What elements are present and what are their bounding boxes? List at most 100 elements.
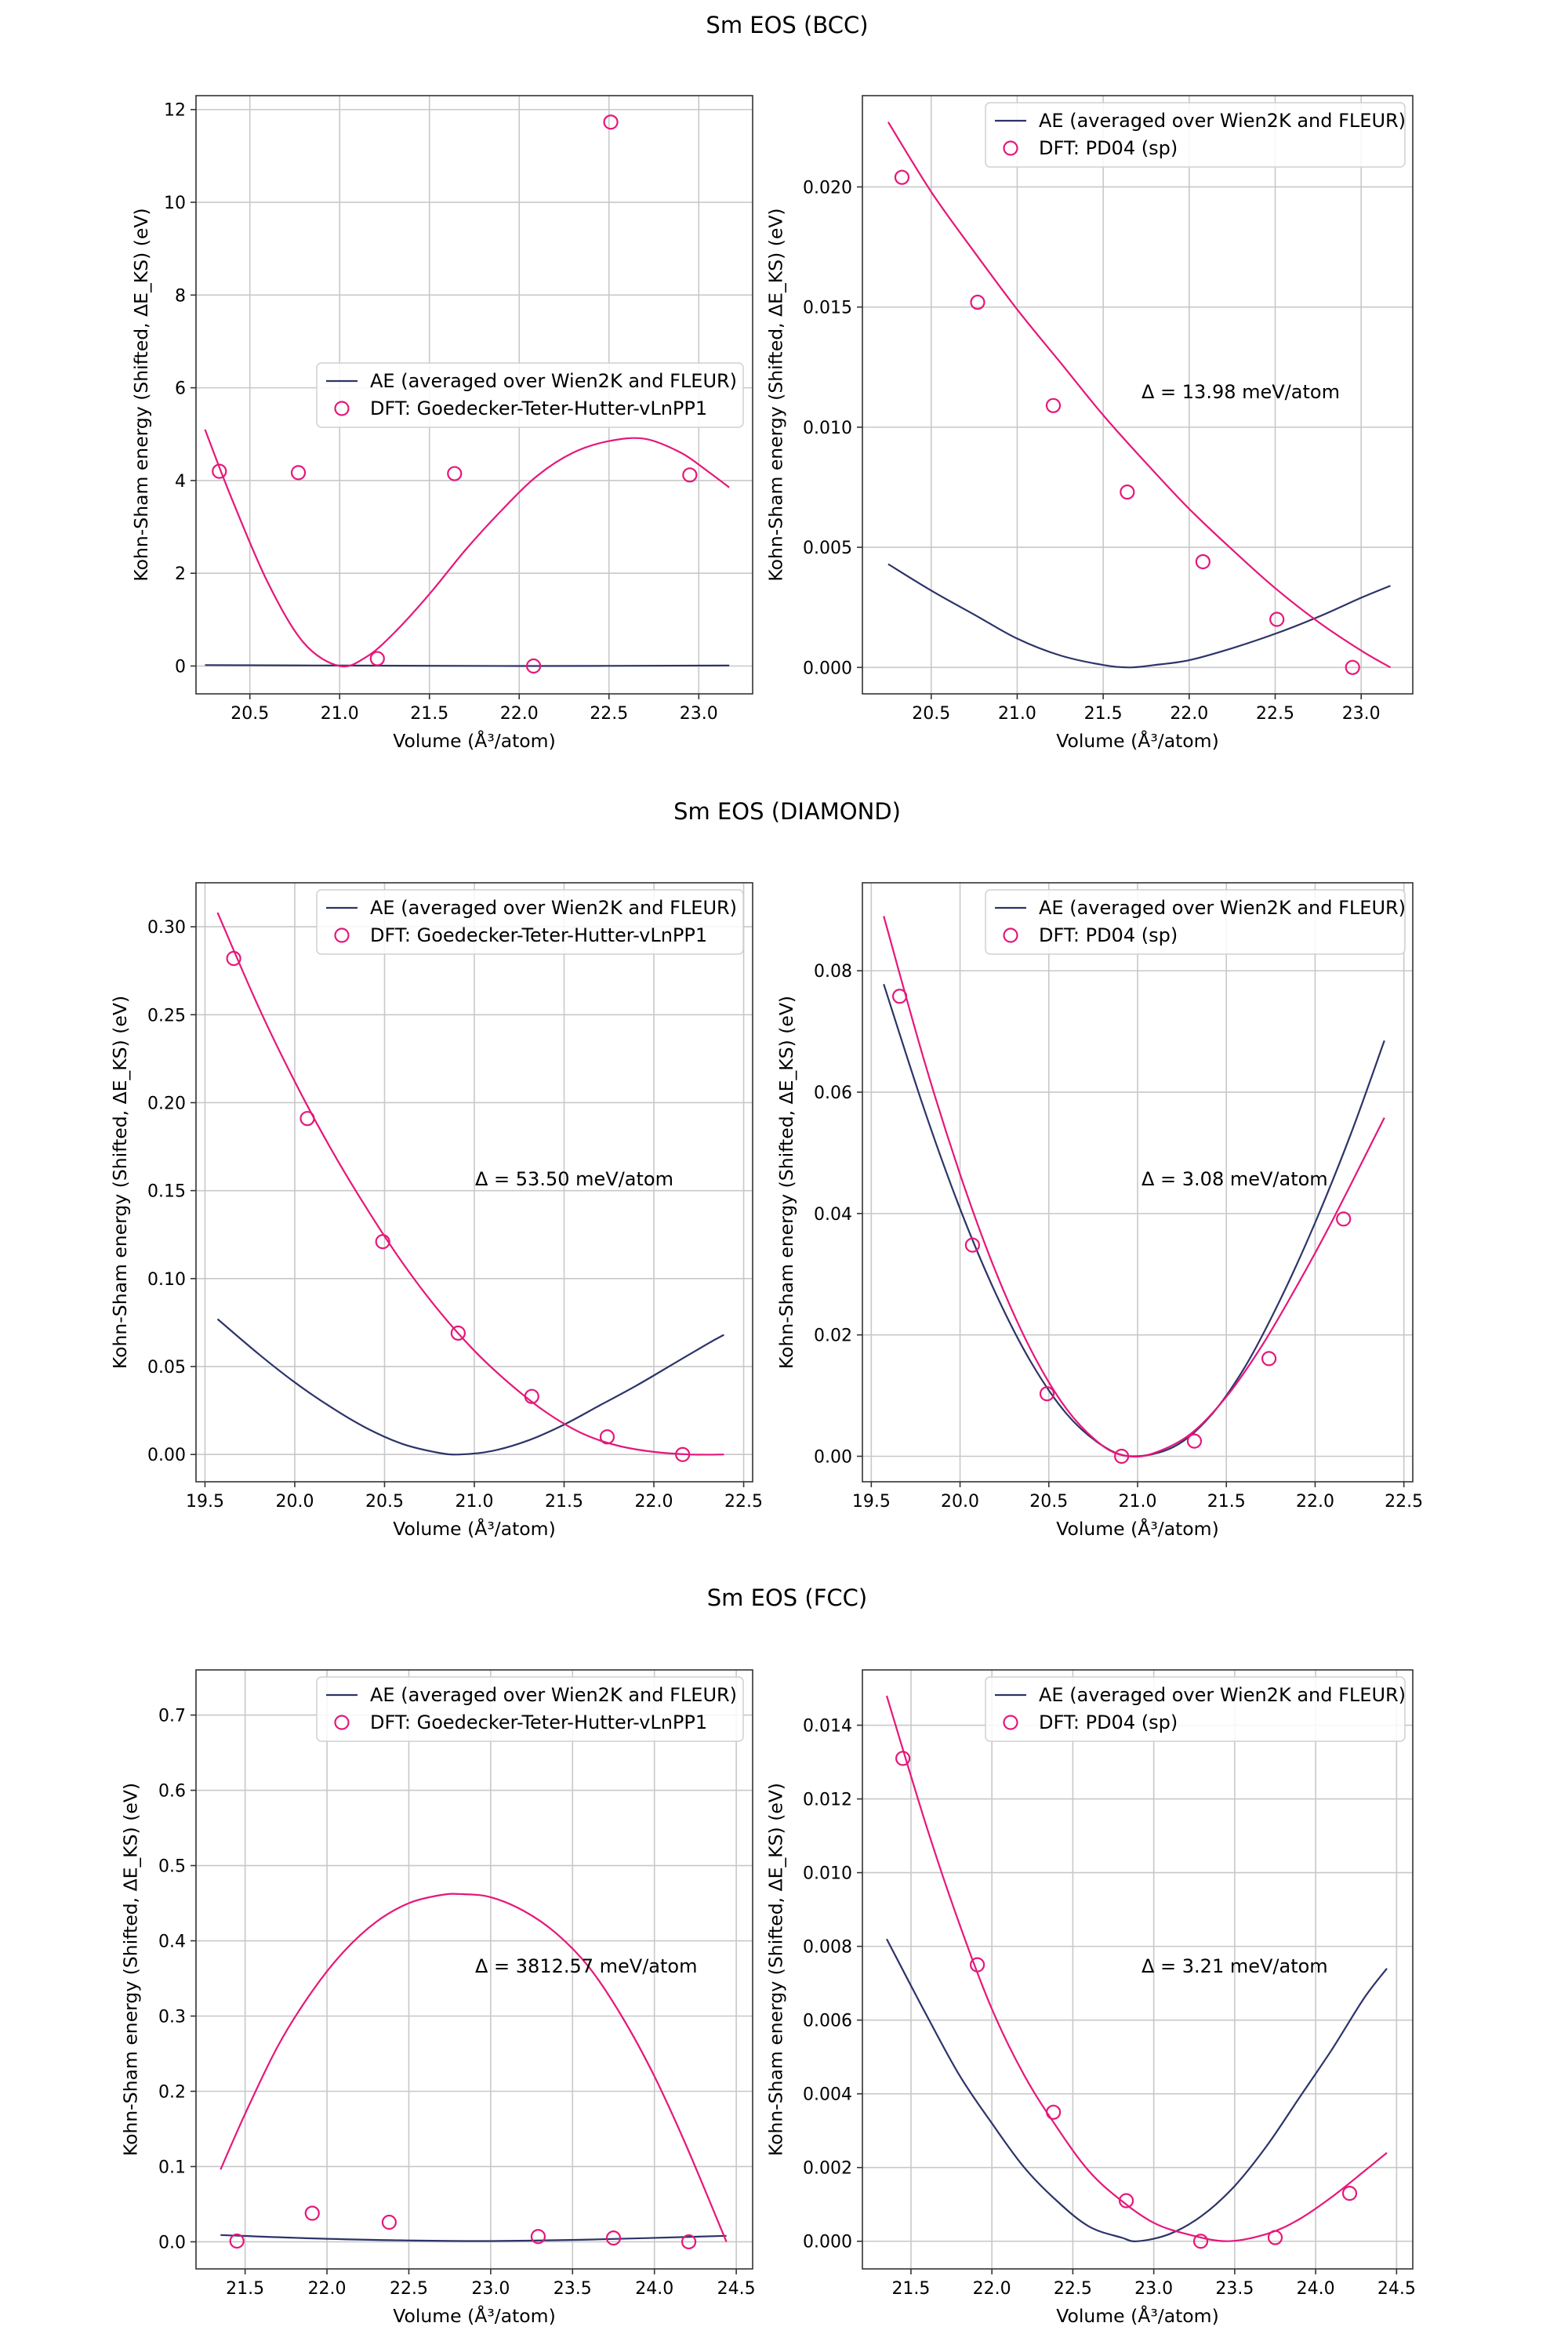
ae-curve	[205, 664, 730, 667]
dft-point	[675, 1446, 691, 1462]
x-tick-label: 21.5	[410, 704, 448, 724]
x-tick-label: 24.5	[1377, 2279, 1416, 2299]
delta-annotation: Δ = 3.08 meV/atom	[1142, 1168, 1328, 1190]
x-tick-label: 20.5	[912, 704, 950, 724]
legend: AE (averaged over Wien2K and FLEUR) DFT: …	[316, 1676, 744, 1742]
panel-diamond-gth: 19.5 20.0 20.5 21.0 21.5 22.0 22.5 0.00 0.05 0.10…	[109, 882, 763, 1540]
ae-curve	[216, 1318, 724, 1456]
dft-point	[681, 2234, 697, 2250]
x-tick-label: 24.0	[1297, 2279, 1335, 2299]
y-tick-label: 0.00	[814, 1447, 852, 1467]
x-tick-label: 20.5	[365, 1492, 404, 1512]
y-tick-label: 0.006	[803, 2012, 852, 2031]
grid	[862, 883, 1413, 1482]
dft-point	[450, 1325, 466, 1341]
legend-box	[316, 362, 744, 428]
axes-frame	[862, 1669, 1414, 2270]
x-tick-label: 22.5	[590, 704, 628, 724]
dft-point	[1046, 2104, 1062, 2120]
delta-annotation: Δ = 3.21 meV/atom	[1142, 1955, 1328, 1977]
panel-fcc-pd04: 21.5 22.0 22.5 23.0 23.5 24.0 24.5 0.000 0.002 0.…	[765, 1669, 1416, 2327]
x-tick-label: 22.0	[500, 704, 539, 724]
y-tick-label: 0.2	[158, 2082, 186, 2102]
legend: AE (averaged over Wien2K and FLEUR) DFT: …	[985, 102, 1406, 168]
x-tick-label: 19.5	[852, 1492, 891, 1512]
x-tick-label: 23.0	[1342, 704, 1381, 724]
axes-frame	[862, 95, 1414, 695]
x-tick-label: 21.0	[1119, 1492, 1157, 1512]
dft-point	[599, 1429, 615, 1445]
x-tick-label: 24.0	[635, 2279, 673, 2299]
y-tick-label: 0	[175, 658, 186, 677]
x-tick-label: 21.0	[998, 704, 1036, 724]
dft-point	[530, 2229, 546, 2245]
y-tick-label: 0.1	[158, 2158, 186, 2177]
row-title-bcc: Sm EOS (BCC)	[706, 12, 868, 38]
x-tick-label: 22.5	[1385, 1492, 1423, 1512]
dft-point	[682, 467, 698, 483]
legend-ae-label: AE (averaged over Wien2K and FLEUR)	[370, 1684, 737, 1706]
dft-curve	[204, 429, 730, 668]
dft-point	[895, 1751, 911, 1766]
y-tick-label: 0.04	[814, 1205, 852, 1225]
dft-point	[894, 169, 910, 185]
dft-curve	[220, 1893, 728, 2242]
ae-curve	[220, 2234, 727, 2242]
legend-dft-label: DFT: PD04 (sp)	[1039, 924, 1178, 946]
legend-dft-swatch	[1003, 927, 1018, 943]
dft-point	[1114, 1448, 1130, 1465]
dft-point	[212, 463, 227, 479]
legend: AE (averaged over Wien2K and FLEUR) DFT: …	[316, 889, 744, 955]
legend-box	[316, 1676, 744, 1742]
y-axis-label: Kohn-Sham energy (Shifted, ΔE_KS) (eV)	[130, 208, 152, 581]
legend-ae-label: AE (averaged over Wien2K and FLEUR)	[1039, 897, 1406, 919]
legend: AE (averaged over Wien2K and FLEUR) DFT: …	[316, 362, 744, 428]
dft-point	[605, 2230, 622, 2246]
x-tick-label: 22.0	[973, 2279, 1011, 2299]
y-tick-label: 8	[175, 286, 186, 306]
x-tick-label: 21.5	[545, 1492, 583, 1512]
x-axis-label: Volume (Å³/atom)	[393, 2305, 556, 2327]
x-tick-label: 22.5	[1256, 704, 1294, 724]
dft-point	[969, 1957, 985, 1973]
y-tick-label: 0.000	[803, 2233, 852, 2252]
x-axis-label: Volume (Å³/atom)	[393, 1518, 556, 1540]
x-tick-label: 21.0	[456, 1492, 494, 1512]
y-tick-label: 0.25	[147, 1006, 186, 1025]
y-tick-label: 0.000	[803, 659, 852, 678]
panel-bcc-pd04: 20.5 21.0 21.5 22.0 22.5 23.0 0.000 0.005 0.010 0…	[765, 95, 1414, 752]
x-tick-label: 22.5	[724, 1492, 763, 1512]
row-title-fcc: Sm EOS (FCC)	[707, 1584, 867, 1611]
legend-dft-swatch	[1003, 140, 1018, 156]
dft-point	[1039, 1386, 1055, 1402]
dft-point	[290, 465, 307, 481]
y-tick-label: 0.6	[158, 1782, 186, 1802]
y-tick-label: 0.015	[803, 299, 852, 318]
y-tick-label: 0.5	[158, 1857, 186, 1877]
x-tick-label: 23.0	[680, 704, 718, 724]
y-axis-label: Kohn-Sham energy (Shifted, ΔE_KS) (eV)	[765, 208, 787, 581]
legend-ae-label: AE (averaged over Wien2K and FLEUR)	[1039, 1684, 1406, 1706]
dft-point	[447, 466, 463, 481]
legend-ae-label: AE (averaged over Wien2K and FLEUR)	[370, 370, 737, 392]
legend-ae-label: AE (averaged over Wien2K and FLEUR)	[370, 897, 737, 919]
dft-point	[1345, 659, 1360, 675]
dft-point	[964, 1237, 981, 1253]
x-axis-label: Volume (Å³/atom)	[1056, 1518, 1219, 1540]
legend-dft-swatch	[334, 927, 350, 943]
dft-point	[1267, 2230, 1283, 2245]
dft-point	[1341, 2186, 1358, 2201]
y-tick-label: 0.0	[158, 2233, 186, 2252]
delta-annotation: Δ = 53.50 meV/atom	[475, 1168, 673, 1190]
grid	[862, 1670, 1413, 2269]
grid	[862, 96, 1413, 694]
legend-ae-label: AE (averaged over Wien2K and FLEUR)	[1039, 110, 1406, 132]
legend-dft-label: DFT: Goedecker-Teter-Hutter-vLnPP1	[370, 397, 707, 419]
y-axis-label: Kohn-Sham energy (Shifted, ΔE_KS) (eV)	[775, 996, 797, 1369]
y-tick-label: 0.005	[803, 539, 852, 558]
y-tick-label: 12	[164, 101, 186, 121]
dft-curve	[216, 912, 724, 1456]
x-tick-label: 23.5	[1215, 2279, 1254, 2299]
x-axis-label: Volume (Å³/atom)	[1056, 730, 1219, 752]
